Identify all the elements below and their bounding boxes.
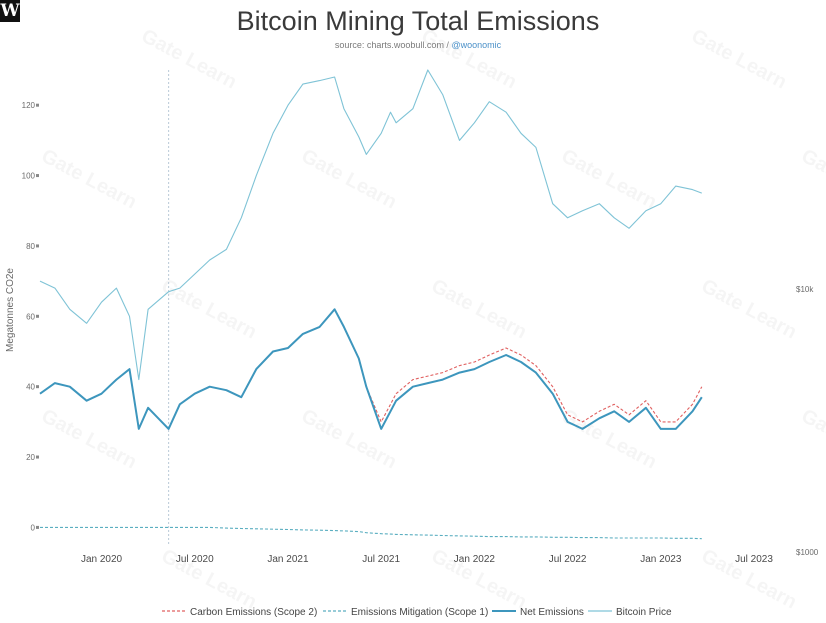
y2-tick-10k: $10k [796,285,814,294]
watermark-text: Gate Learn [298,145,401,213]
y-tick-label: 0 [31,523,36,532]
y-tick-mark [36,244,39,248]
x-tick-label: Jul 2023 [735,554,773,565]
subtitle-link[interactable]: @woonomic [451,40,501,50]
legend-item[interactable]: Net Emissions [492,607,584,618]
y-tick-label: 120 [22,101,36,110]
legend-label: Carbon Emissions (Scope 2) [190,607,317,618]
watermark-text: Gate Learn [428,275,531,343]
watermark-text: Gate Learn [38,405,141,473]
watermark-text: Gate Learn [558,145,661,213]
y-tick-mark [36,525,39,529]
watermark-text: Gate Learn [158,275,261,343]
chart-subtitle: source: charts.woobull.com / @woonomic [335,40,502,50]
y-tick-mark [36,385,39,389]
legend-item[interactable]: Carbon Emissions (Scope 2) [162,607,317,618]
x-tick-label: Jul 2022 [549,554,587,565]
y-tick-label: 80 [26,242,35,251]
legend-item[interactable]: Emissions Mitigation (Scope 1) [323,607,488,618]
y-tick-label: 20 [26,453,35,462]
y-tick-label: 40 [26,383,35,392]
chart-legend[interactable]: Carbon Emissions (Scope 2) Emissions Miti… [162,607,672,618]
series-line-carbon-emissions-scope-2 [39,308,703,430]
legend-label: Net Emissions [520,607,584,618]
watermark-text: Gate Learn [798,405,826,473]
y-tick-mark [36,455,39,459]
y-tick-label: 60 [26,312,35,321]
y-tick-mark [36,314,39,318]
legend-item[interactable]: Bitcoin Price [588,607,672,618]
legend-label: Bitcoin Price [616,607,672,618]
x-tick-label: Jul 2020 [176,554,214,565]
woobull-logo: W [0,0,20,22]
x-tick-label: Jan 2022 [454,554,496,565]
x-tick-label: Jan 2020 [81,554,123,565]
x-tick-label: Jan 2021 [267,554,309,565]
watermark-text: Gate Learn [38,145,141,213]
y-tick-mark [36,103,39,107]
series-line-emissions-mitigation-scope-1 [40,526,702,540]
series-line-net-emissions [39,308,703,430]
watermark-text: Gate Learn [138,25,241,93]
x-axis-ticks: Jan 2020 Jul 2020 Jan 2021 Jul 2021 Jan 2022… [81,554,773,565]
series-layer [39,69,703,540]
x-tick-label: Jul 2021 [362,554,400,565]
y2-tick-1000: $1000 [796,548,819,557]
y-axis-label: Megatonnes CO2e [5,268,16,352]
watermark-text: Gate Learn [698,275,801,343]
watermark-text: Gate Learn [798,145,826,213]
subtitle-source: source: charts.woobull.com / [335,40,452,50]
y-tick-label: 100 [22,172,36,181]
watermark-layer: Gate LearnGate LearnGate LearnGate Learn… [38,25,826,613]
y-tick-mark [36,174,39,178]
watermark-text: Gate Learn [688,25,791,93]
x-tick-label: Jan 2023 [640,554,682,565]
y-axis-ticks: 0 20 40 60 80 100 120 [22,101,39,532]
watermark-text: Gate Learn [558,405,661,473]
chart-title: Bitcoin Mining Total Emissions [237,6,600,36]
legend-label: Emissions Mitigation (Scope 1) [351,607,488,618]
series-line-bitcoin-price [39,69,702,381]
